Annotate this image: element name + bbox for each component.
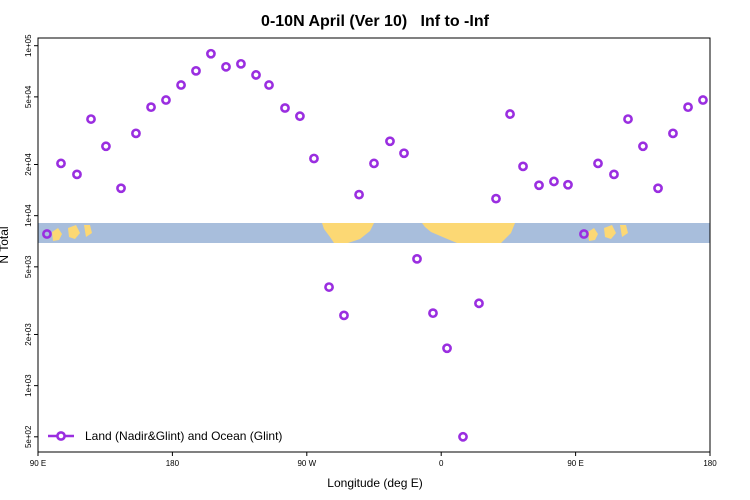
point (458, 431, 468, 442)
point (549, 176, 559, 187)
point (412, 253, 422, 264)
map-band (38, 223, 710, 243)
y-tick-label: 1e+05 (24, 34, 33, 57)
point (369, 158, 379, 169)
land (588, 225, 628, 241)
y-axis-title: N Total (0, 226, 11, 263)
point (638, 141, 648, 152)
point (354, 189, 364, 200)
point (116, 183, 126, 194)
point (236, 58, 246, 69)
land (422, 223, 515, 243)
legend-label: Land (Nadir&Glint) and Ocean (Glint) (85, 429, 282, 443)
point (176, 80, 186, 90)
point (42, 229, 52, 239)
point (264, 80, 274, 90)
y-tick-label: 1e+03 (24, 374, 33, 397)
point (563, 179, 573, 190)
ocean-band (38, 223, 710, 243)
point (593, 158, 603, 169)
x-tick-label: 90 E (567, 459, 583, 468)
point (251, 70, 261, 80)
chart-title: 0-10N April (Ver 10) Inf to -Inf (261, 13, 490, 30)
point (385, 136, 395, 147)
point (428, 308, 438, 319)
point (161, 95, 171, 105)
x-tick-label: 90 W (297, 459, 316, 468)
point (683, 102, 693, 113)
point (309, 153, 319, 164)
point (623, 114, 633, 124)
point (698, 95, 708, 105)
point (668, 128, 678, 139)
point (191, 65, 201, 76)
x-tick-label: 0 (439, 459, 444, 468)
point (131, 128, 141, 139)
point (534, 180, 544, 191)
y-tick-label: 1e+04 (24, 204, 33, 227)
point (491, 193, 501, 204)
legend-marker (56, 431, 66, 441)
point (609, 169, 619, 180)
point (280, 103, 290, 113)
point (442, 343, 452, 354)
point (72, 169, 82, 180)
point (56, 158, 66, 169)
point (505, 109, 515, 119)
point (653, 183, 663, 194)
land (322, 223, 374, 243)
y-tick-label: 5e+03 (24, 255, 33, 278)
x-tick-label: 180 (166, 459, 180, 468)
point (579, 229, 589, 239)
point (339, 310, 349, 321)
point (221, 61, 231, 72)
y-tick-label: 2e+03 (24, 323, 33, 346)
y-tick-label: 2e+04 (24, 153, 33, 176)
x-axis-title: Longitude (deg E) (327, 476, 422, 490)
land (52, 225, 92, 241)
y-tick-label: 5e+02 (24, 425, 33, 448)
point (474, 298, 484, 309)
point (518, 161, 528, 172)
point (324, 282, 334, 292)
point (295, 111, 305, 122)
point (101, 141, 111, 152)
x-tick-label: 90 E (30, 459, 46, 468)
point (86, 114, 96, 124)
point (399, 148, 409, 159)
x-tick-label: 180 (703, 459, 717, 468)
y-tick-label: 5e+04 (24, 85, 33, 108)
plot-frame (37, 37, 711, 453)
point (146, 102, 156, 113)
point (206, 48, 216, 59)
